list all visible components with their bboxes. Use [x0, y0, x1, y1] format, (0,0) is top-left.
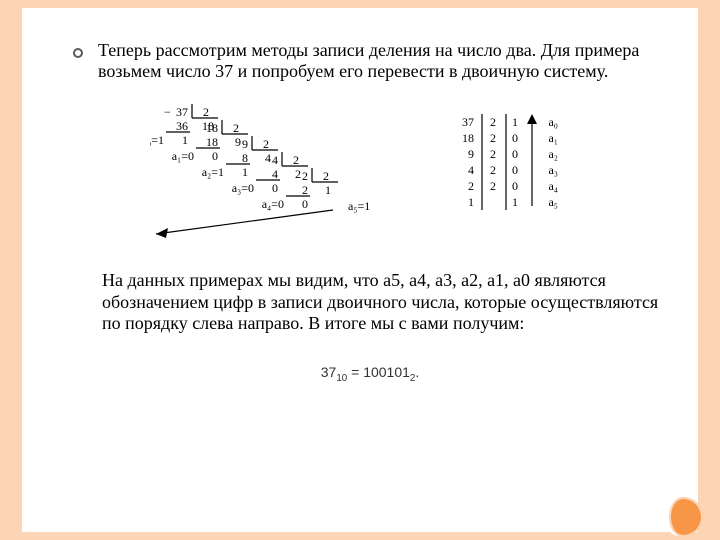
- svg-text:1: 1: [468, 195, 474, 209]
- svg-text:9: 9: [242, 137, 248, 151]
- svg-text:a₄=0: a₄=0: [262, 197, 284, 211]
- svg-text:2: 2: [302, 169, 308, 183]
- svg-text:1: 1: [512, 195, 518, 209]
- svg-text:a₀: a₀: [548, 115, 558, 129]
- svg-text:a₀=1: a₀=1: [150, 133, 164, 147]
- svg-text:2: 2: [263, 137, 269, 151]
- svg-text:2: 2: [490, 131, 496, 145]
- svg-text:4: 4: [468, 163, 474, 177]
- svg-text:18: 18: [462, 131, 474, 145]
- bullet-ring-icon: [72, 46, 84, 64]
- svg-text:4: 4: [272, 153, 278, 167]
- svg-text:1: 1: [242, 165, 248, 179]
- corner-accent-icon: [663, 497, 703, 537]
- paragraph-bottom: На данных примерах мы видим, что а5, а4,…: [102, 270, 668, 334]
- svg-text:2: 2: [302, 183, 308, 197]
- svg-text:a₃: a₃: [548, 163, 558, 177]
- svg-text:9: 9: [468, 147, 474, 161]
- paragraph-top: Теперь рассмотрим методы записи деления …: [98, 40, 668, 82]
- formula-rhs-value: 100101: [363, 364, 410, 380]
- svg-text:2: 2: [490, 147, 496, 161]
- division-ladder-diagram: −3721836a₀=11182918a₁=009248a₂=114224a₃=…: [150, 100, 380, 240]
- svg-text:0: 0: [272, 181, 278, 195]
- slide: Теперь рассмотрим методы записи деления …: [0, 0, 720, 540]
- svg-text:0: 0: [512, 163, 518, 177]
- svg-text:18: 18: [206, 135, 218, 149]
- svg-text:a₁=0: a₁=0: [172, 149, 194, 163]
- formula-row: 3710 = 1001012.: [72, 364, 668, 384]
- svg-text:a₃=0: a₃=0: [232, 181, 254, 195]
- bullet-row: Теперь рассмотрим методы записи деления …: [72, 40, 668, 82]
- svg-text:2: 2: [490, 179, 496, 193]
- svg-text:2: 2: [233, 121, 239, 135]
- svg-text:18: 18: [206, 121, 218, 135]
- svg-text:1: 1: [182, 133, 188, 147]
- svg-text:37: 37: [462, 115, 474, 129]
- svg-text:0: 0: [212, 149, 218, 163]
- svg-text:a₁: a₁: [548, 131, 558, 145]
- svg-text:1: 1: [325, 183, 331, 197]
- svg-text:0: 0: [512, 147, 518, 161]
- svg-text:2: 2: [490, 115, 496, 129]
- svg-text:2: 2: [203, 105, 209, 119]
- svg-text:0: 0: [512, 179, 518, 193]
- svg-text:a₂: a₂: [548, 147, 558, 161]
- svg-text:37: 37: [176, 105, 188, 119]
- formula-period: .: [415, 364, 419, 380]
- svg-text:4: 4: [265, 151, 271, 165]
- svg-text:9: 9: [235, 135, 241, 149]
- svg-text:0: 0: [302, 197, 308, 211]
- formula-lhs-value: 37: [321, 364, 337, 380]
- svg-text:4: 4: [272, 167, 278, 181]
- svg-text:1: 1: [512, 115, 518, 129]
- svg-text:a₅=1: a₅=1: [348, 199, 370, 213]
- formula-eq: =: [347, 364, 363, 380]
- svg-text:2: 2: [468, 179, 474, 193]
- table-method-diagram: 37 2 1 a₀ 18 2 0 a₁ 9 2 0 a₂ 4 2 0 a₃ 2 2 0 a₄ 1 1 a₅: [450, 110, 590, 230]
- svg-text:2: 2: [295, 167, 301, 181]
- svg-text:2: 2: [490, 163, 496, 177]
- formula-lhs-sub: 10: [336, 373, 347, 384]
- svg-text:8: 8: [242, 151, 248, 165]
- svg-text:a₂=1: a₂=1: [202, 165, 224, 179]
- svg-text:36: 36: [176, 119, 188, 133]
- diagrams-row: −3721836a₀=11182918a₁=009248a₂=114224a₃=…: [72, 100, 668, 240]
- svg-text:0: 0: [512, 131, 518, 145]
- svg-text:2: 2: [323, 169, 329, 183]
- svg-text:a₅: a₅: [548, 195, 558, 209]
- svg-text:a₄: a₄: [548, 179, 558, 193]
- svg-text:2: 2: [293, 153, 299, 167]
- formula: 3710 = 1001012.: [321, 364, 420, 380]
- svg-text:−: −: [164, 105, 171, 119]
